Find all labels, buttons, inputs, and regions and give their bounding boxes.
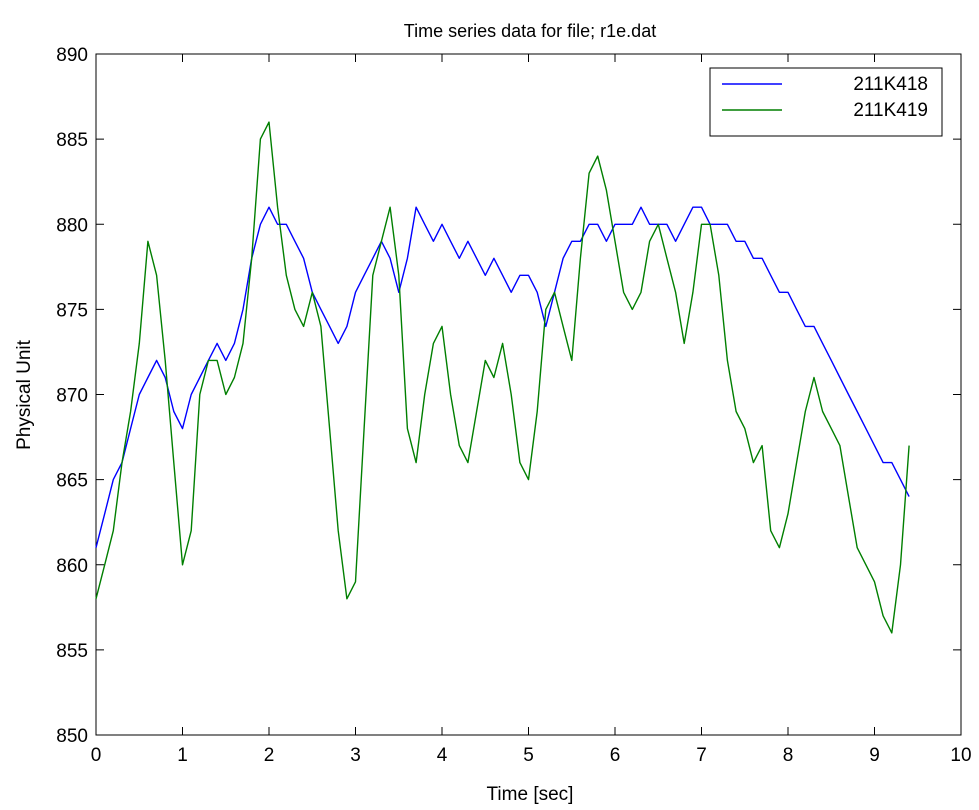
chart-title: Time series data for file; r1e.dat	[404, 21, 656, 41]
y-tick-label: 860	[56, 556, 88, 577]
x-tick-label: 7	[696, 745, 707, 766]
x-tick-label: 5	[523, 745, 534, 766]
y-tick-label: 850	[56, 726, 88, 747]
x-tick-label: 10	[950, 745, 971, 766]
y-tick-label: 870	[56, 386, 88, 407]
x-tick-label: 9	[869, 745, 880, 766]
plot-axes	[95, 53, 962, 736]
legend-label: 211K419	[853, 100, 928, 121]
y-tick-label: 880	[56, 215, 88, 236]
series-line-211K418	[95, 206, 910, 548]
x-axis-title: Time [sec]	[487, 784, 574, 805]
legend-label: 211K418	[853, 74, 928, 95]
series-line-211K419	[95, 121, 910, 634]
x-tick-label: 3	[350, 745, 361, 766]
axis-ticks: 0 1 2 3 4 5 6 7 8 9 10 850 855 860 865 870 875 880 885 890	[56, 45, 971, 766]
legend-box	[709, 67, 943, 137]
x-tick-label: 8	[783, 745, 794, 766]
plot-frame	[95, 53, 962, 736]
x-tick-label: 4	[437, 745, 448, 766]
x-tick-label: 0	[91, 745, 102, 766]
y-axis-title: Physical Unit	[14, 339, 35, 450]
x-tick-label: 2	[264, 745, 275, 766]
y-tick-label: 875	[56, 300, 88, 321]
y-tick-label: 890	[56, 45, 88, 66]
y-tick-label: 865	[56, 471, 88, 492]
plot-series	[95, 121, 910, 634]
y-tick-label: 855	[56, 641, 88, 662]
y-tick-label: 885	[56, 130, 88, 151]
x-tick-label: 6	[610, 745, 621, 766]
x-tick-label: 1	[177, 745, 188, 766]
legend: 211K418 211K419	[709, 67, 943, 137]
